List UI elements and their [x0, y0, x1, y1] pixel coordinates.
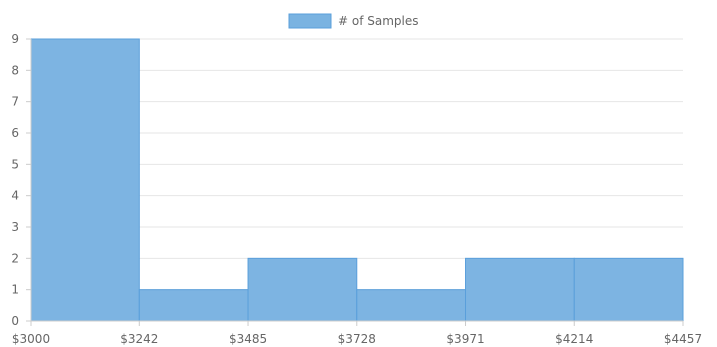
x-tick-label: $3485 — [229, 332, 267, 346]
y-tick-label: 1 — [11, 283, 19, 297]
x-tick-label: $3971 — [446, 332, 484, 346]
y-tick-label: 6 — [11, 126, 19, 140]
histogram-bar[interactable] — [573, 257, 684, 322]
histogram-bar[interactable] — [356, 289, 467, 322]
histogram-bar[interactable] — [247, 257, 358, 322]
x-tick-label: $4457 — [664, 332, 702, 346]
y-tick-label: 4 — [11, 189, 19, 203]
x-tick-label: $3242 — [120, 332, 158, 346]
y-tick-label: 9 — [11, 32, 19, 46]
y-tick-label: 7 — [11, 95, 19, 109]
y-tick-label: 8 — [11, 63, 19, 77]
y-tick-label: 0 — [11, 314, 19, 328]
histogram-bar[interactable] — [465, 257, 575, 322]
legend[interactable]: # of Samples — [288, 13, 419, 29]
x-axis-ticks: $3000 $3242 $3485 $3728 $3971 $4214 $4457 — [12, 321, 702, 346]
x-tick-label: $4214 — [555, 332, 593, 346]
y-axis-ticks: 0 1 2 3 4 5 6 7 8 9 — [11, 32, 31, 328]
y-tick-label: 5 — [11, 157, 19, 171]
x-tick-label: $3728 — [338, 332, 376, 346]
histogram-bar[interactable] — [138, 289, 249, 322]
histogram-bar[interactable] — [30, 38, 140, 322]
legend-swatch — [288, 13, 332, 29]
y-tick-label: 2 — [11, 251, 19, 265]
y-tick-label: 3 — [11, 220, 19, 234]
legend-label: # of Samples — [338, 14, 419, 28]
bars — [30, 38, 684, 322]
x-tick-label: $3000 — [12, 332, 50, 346]
